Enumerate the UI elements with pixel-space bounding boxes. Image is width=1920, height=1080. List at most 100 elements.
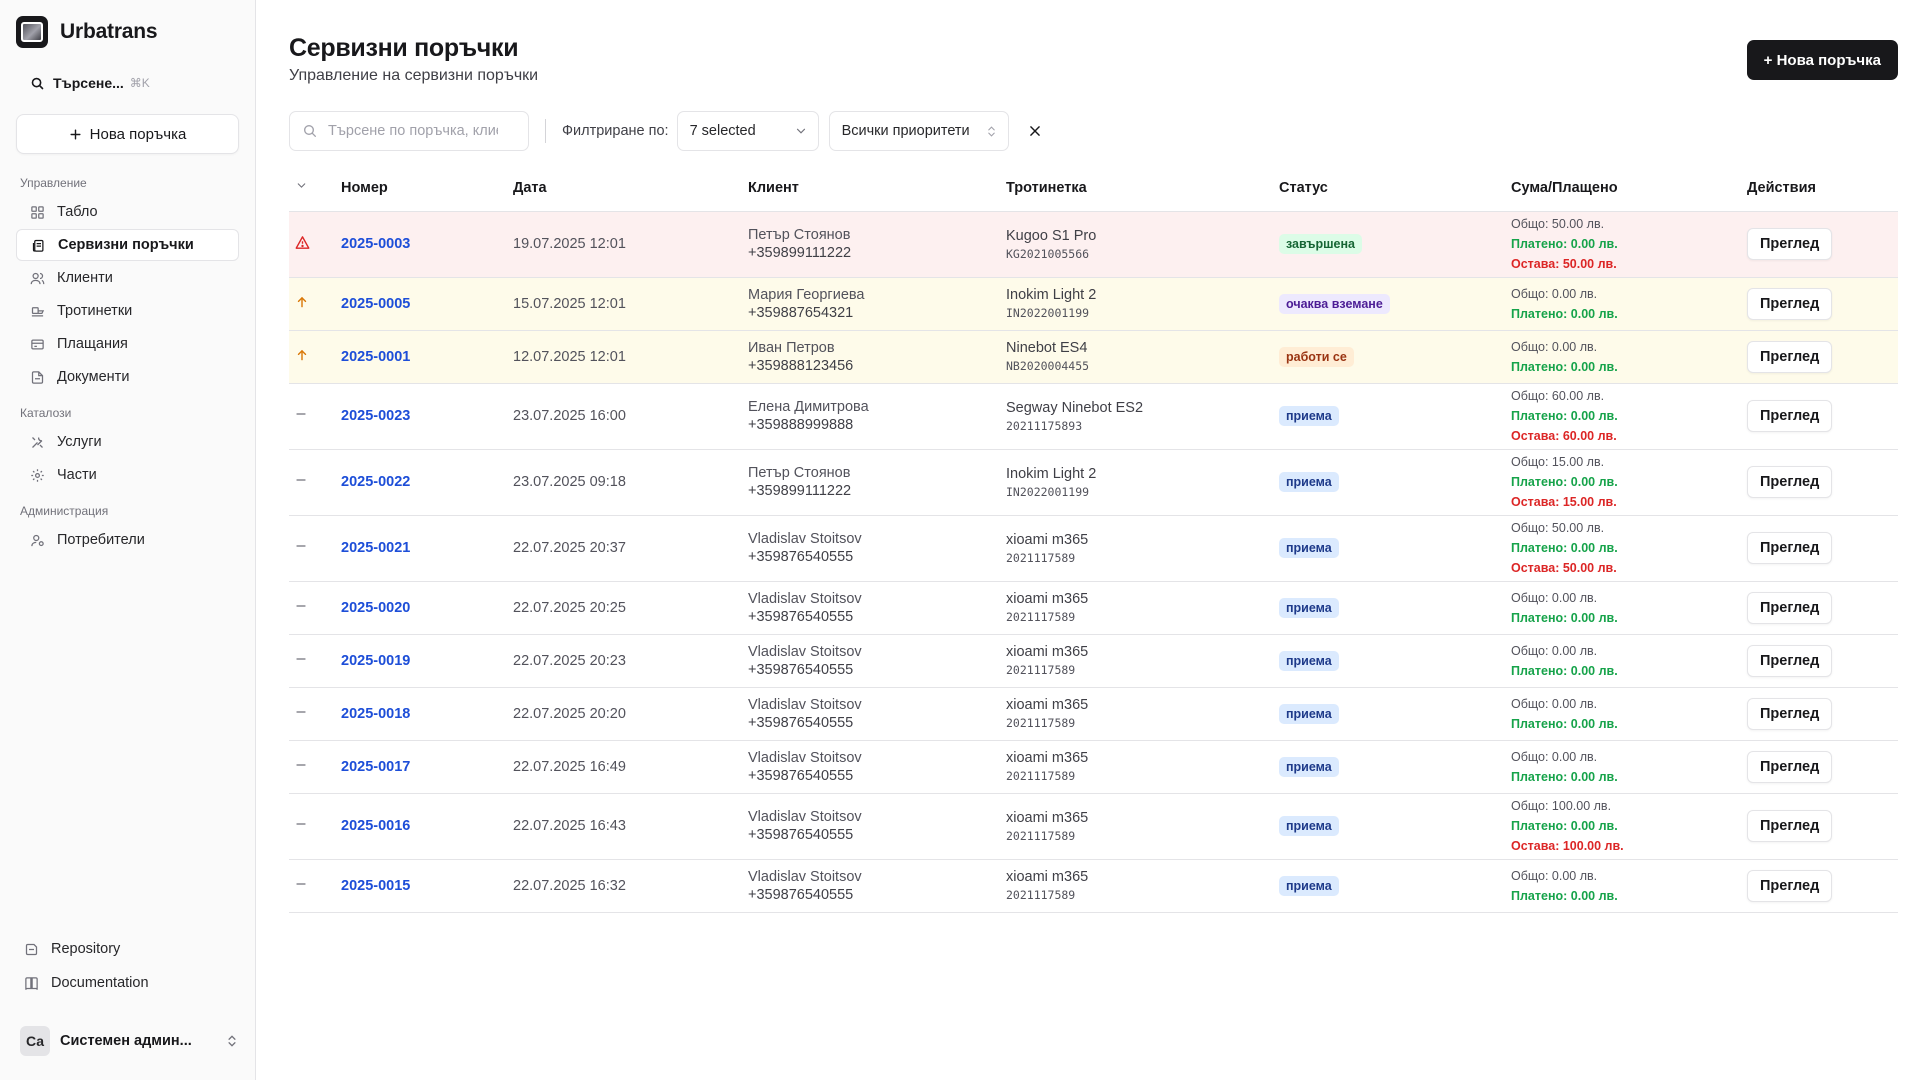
- order-number-link[interactable]: 2025-0023: [341, 408, 411, 424]
- sidebar-item-service-orders[interactable]: Сервизни поръчки: [16, 229, 239, 261]
- table-row[interactable]: 2025-0003 19.07.2025 12:01 Петър Стоянов +3…: [289, 211, 1898, 278]
- amount-total: Общо: 0.00 лв.: [1511, 868, 1598, 883]
- table-row[interactable]: 2025-0021 22.07.2025 20:37 Vladislav Stoit…: [289, 515, 1898, 582]
- column-header-scooter[interactable]: Тротинетка: [1006, 165, 1279, 212]
- search-input[interactable]: [328, 123, 498, 139]
- view-order-button[interactable]: Преглед: [1747, 869, 1833, 902]
- filter-bar: Филтриране по: 7 selected Всички приорит…: [289, 111, 1898, 151]
- scooter-icon: [31, 306, 45, 316]
- status-badge: приема: [1279, 406, 1339, 426]
- table-row[interactable]: 2025-0015 22.07.2025 16:32 Vladislav Stoit…: [289, 859, 1898, 913]
- order-number-cell: 2025-0021: [341, 515, 513, 582]
- order-number-link[interactable]: 2025-0005: [341, 295, 411, 312]
- status-badge: приема: [1279, 650, 1339, 671]
- order-date: 19.07.2025 12:01: [513, 236, 626, 252]
- nav-group-administration: Администрация: [20, 504, 109, 518]
- order-date: 22.07.2025 20:25: [513, 599, 626, 616]
- table-row[interactable]: 2025-0023 23.07.2025 16:00 Елена Димитрова…: [289, 383, 1898, 450]
- scooter-model: xioami m365: [1006, 697, 1089, 713]
- order-number-cell: 2025-0019: [341, 634, 513, 688]
- user-menu[interactable]: Са Системен админ...: [16, 1018, 239, 1064]
- close-icon: [1029, 126, 1040, 136]
- view-order-button[interactable]: Преглед: [1747, 591, 1833, 624]
- order-number-link[interactable]: 2025-0022: [341, 474, 411, 490]
- page-title: Сервизни поръчки: [289, 34, 519, 62]
- column-header-client[interactable]: Клиент: [748, 165, 1006, 212]
- sidebar-item-documents[interactable]: Документи: [16, 361, 239, 393]
- view-order-button[interactable]: Преглед: [1747, 810, 1833, 842]
- view-order-button[interactable]: Преглед: [1747, 400, 1833, 432]
- date-cell: 22.07.2025 16:32: [513, 859, 748, 913]
- sidebar-item-clients[interactable]: Клиенти: [16, 262, 239, 294]
- sidebar-new-order-button[interactable]: Нова поръчка: [16, 114, 239, 154]
- order-number-link[interactable]: 2025-0018: [341, 705, 411, 722]
- order-number-link[interactable]: 2025-0016: [341, 818, 411, 834]
- table-row[interactable]: 2025-0001 12.07.2025 12:01 Иван Петров +359…: [289, 330, 1898, 384]
- column-header-status[interactable]: Статус: [1279, 165, 1511, 212]
- status-cell: приема: [1279, 634, 1511, 688]
- order-number-link[interactable]: 2025-0001: [341, 348, 411, 365]
- column-header-amount[interactable]: Сума/Плащено: [1511, 165, 1747, 212]
- table-header-row: Номер Дата Клиент Тротинетка Статус Сума…: [289, 165, 1898, 212]
- sidebar-link-repository[interactable]: Repository: [16, 932, 239, 966]
- minus-icon: [296, 657, 306, 660]
- sidebar-item-parts[interactable]: Части: [16, 459, 239, 491]
- view-order-button[interactable]: Преглед: [1747, 697, 1833, 730]
- search-icon: [304, 125, 316, 137]
- client-phone: +359876540555: [748, 767, 854, 784]
- table-row[interactable]: 2025-0020 22.07.2025 20:25 Vladislav Stoit…: [289, 581, 1898, 635]
- brand[interactable]: Urbatrans: [16, 12, 239, 52]
- scooter-cell: xioami m365 2021117589: [1006, 634, 1279, 688]
- sidebar-search[interactable]: Търсене... ⌘K: [16, 66, 239, 100]
- table-row[interactable]: 2025-0019 22.07.2025 20:23 Vladislav Stoit…: [289, 634, 1898, 688]
- table-row[interactable]: 2025-0017 22.07.2025 16:49 Vladislav Stoit…: [289, 740, 1898, 794]
- column-header-date[interactable]: Дата: [513, 165, 748, 212]
- sidebar-item-users[interactable]: Потребители: [16, 524, 239, 556]
- view-order-button[interactable]: Преглед: [1747, 532, 1833, 564]
- order-number-link[interactable]: 2025-0019: [341, 652, 411, 669]
- table-row[interactable]: 2025-0005 15.07.2025 12:01 Мария Георгиева…: [289, 277, 1898, 331]
- view-order-button[interactable]: Преглед: [1747, 287, 1833, 320]
- view-order-button[interactable]: Преглед: [1747, 228, 1833, 260]
- client-cell: Vladislav Stoitsov +359876540555: [748, 859, 1006, 913]
- order-number-cell: 2025-0015: [341, 859, 513, 913]
- view-order-button[interactable]: Преглед: [1747, 750, 1833, 783]
- avatar: Са: [20, 1026, 50, 1056]
- order-number-link[interactable]: 2025-0017: [341, 758, 411, 775]
- view-order-button[interactable]: Преглед: [1747, 644, 1833, 677]
- order-number-link[interactable]: 2025-0015: [341, 877, 411, 894]
- amount-total: Общо: 100.00 лв.: [1511, 799, 1612, 813]
- actions-cell: Преглед: [1747, 740, 1898, 794]
- amount-cell: Общо: 0.00 лв. Платено: 0.00 лв.: [1511, 330, 1747, 384]
- new-order-button[interactable]: + Нова поръчка: [1746, 40, 1898, 80]
- order-number-link[interactable]: 2025-0021: [341, 540, 411, 556]
- order-number-cell: 2025-0022: [341, 449, 513, 516]
- client-name: Елена Димитрова: [748, 399, 869, 415]
- order-search-field[interactable]: [289, 111, 529, 151]
- priority-cell: [289, 634, 341, 688]
- book-icon: [25, 976, 38, 990]
- sidebar-item-payments[interactable]: Плащания: [16, 328, 239, 360]
- minus-icon: [296, 479, 306, 481]
- minus-icon: [296, 604, 306, 607]
- sidebar-item-scooters[interactable]: Тротинетки: [16, 295, 239, 327]
- status-filter-value: 7 selected: [689, 123, 756, 139]
- priority-sort-header[interactable]: [289, 165, 341, 212]
- sidebar-item-dashboard[interactable]: Табло: [16, 196, 239, 228]
- order-number-link[interactable]: 2025-0003: [341, 236, 411, 252]
- status-filter-select[interactable]: 7 selected: [676, 111, 819, 151]
- order-date: 22.07.2025 20:37: [513, 540, 626, 556]
- column-header-number[interactable]: Номер: [341, 165, 513, 212]
- view-order-button[interactable]: Преглед: [1747, 340, 1833, 373]
- scooter-serial: KG2021005566: [1006, 246, 1090, 261]
- priority-filter-select[interactable]: Всички приоритети: [828, 111, 1009, 151]
- sidebar: Urbatrans Търсене... ⌘K Нова поръчка Упр…: [0, 0, 256, 1080]
- table-row[interactable]: 2025-0022 23.07.2025 09:18 Петър Стоянов +3…: [289, 449, 1898, 516]
- sidebar-link-documentation[interactable]: Documentation: [16, 966, 239, 1000]
- table-row[interactable]: 2025-0018 22.07.2025 20:20 Vladislav Stoit…: [289, 687, 1898, 741]
- table-row[interactable]: 2025-0016 22.07.2025 16:43 Vladislav Stoit…: [289, 793, 1898, 860]
- order-number-link[interactable]: 2025-0020: [341, 599, 411, 616]
- clear-filters-button[interactable]: [1023, 119, 1047, 143]
- view-order-button[interactable]: Преглед: [1747, 466, 1833, 498]
- sidebar-item-services[interactable]: Услуги: [16, 426, 239, 458]
